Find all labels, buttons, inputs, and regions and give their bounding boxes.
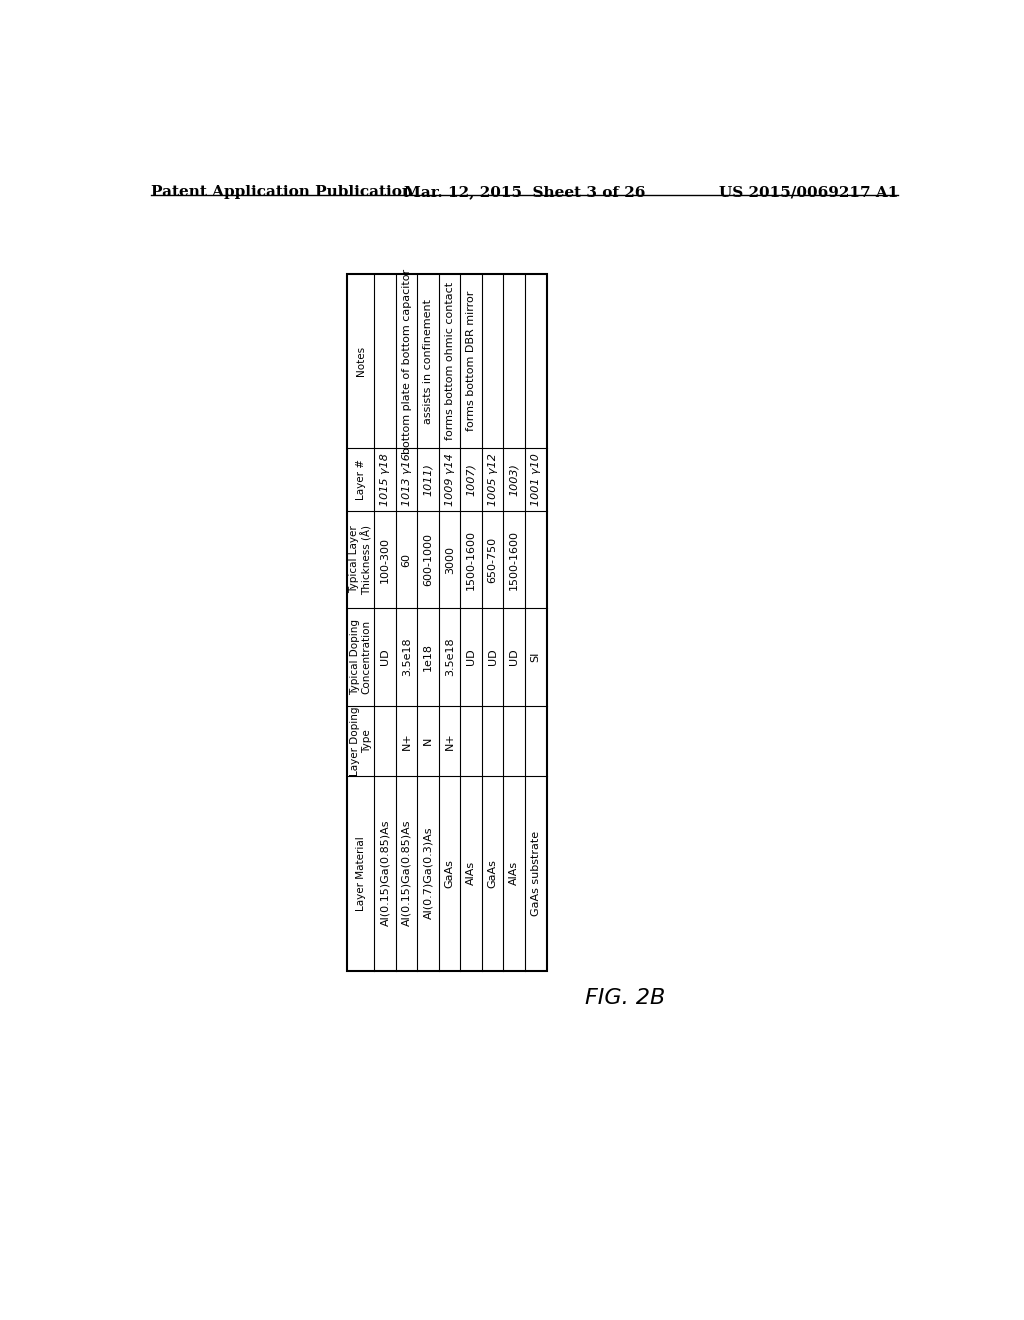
Text: 1001 γ10: 1001 γ10 [530, 453, 541, 506]
Bar [347, 275, 547, 970]
Text: SI: SI [530, 652, 541, 663]
Text: 1011): 1011) [423, 463, 433, 496]
Text: Layer #: Layer # [356, 459, 366, 500]
Text: UD: UD [380, 649, 390, 665]
Text: 1013 γ16: 1013 γ16 [401, 453, 412, 506]
Text: AlAs: AlAs [466, 861, 476, 886]
Text: Mar. 12, 2015  Sheet 3 of 26: Mar. 12, 2015 Sheet 3 of 26 [404, 185, 645, 199]
Text: Notes: Notes [356, 346, 366, 376]
Text: UD: UD [466, 649, 476, 665]
Text: 1003): 1003) [509, 463, 519, 496]
Text: forms bottom DBR mirror: forms bottom DBR mirror [466, 290, 476, 432]
Text: 1007): 1007) [466, 463, 476, 496]
Text: 3.5e18: 3.5e18 [401, 638, 412, 676]
Text: N+: N+ [444, 731, 455, 750]
Text: 1009 γ14: 1009 γ14 [444, 453, 455, 506]
Text: 650-750: 650-750 [487, 536, 498, 582]
Text: 3000: 3000 [444, 545, 455, 574]
Text: GaAs: GaAs [444, 859, 455, 887]
Text: US 2015/0069217 A1: US 2015/0069217 A1 [719, 185, 898, 199]
Text: Layer Doping
Type: Layer Doping Type [350, 706, 372, 776]
Text: 1015 γ18: 1015 γ18 [380, 453, 390, 506]
Text: Layer Material: Layer Material [356, 836, 366, 911]
Text: GaAs: GaAs [487, 859, 498, 887]
Text: 3.5e18: 3.5e18 [444, 638, 455, 676]
Text: 1e18: 1e18 [423, 643, 433, 671]
Text: FIG. 2B: FIG. 2B [586, 987, 666, 1007]
Text: 600-1000: 600-1000 [423, 533, 433, 586]
Text: UD: UD [487, 649, 498, 665]
Text: forms bottom ohmic contact: forms bottom ohmic contact [444, 282, 455, 440]
Text: 1005 γ12: 1005 γ12 [487, 453, 498, 506]
Text: 100-300: 100-300 [380, 537, 390, 582]
Text: bottom plate of bottom capacitor: bottom plate of bottom capacitor [401, 268, 412, 454]
Text: AlAs: AlAs [509, 861, 519, 886]
Text: 60: 60 [401, 553, 412, 566]
Text: 1500-1600: 1500-1600 [509, 529, 519, 590]
Text: Typical Doping
Concentration: Typical Doping Concentration [350, 619, 372, 696]
Text: assists in confinement: assists in confinement [423, 298, 433, 424]
Text: UD: UD [509, 649, 519, 665]
Text: Typical Layer
Thickness (Å): Typical Layer Thickness (Å) [349, 524, 373, 594]
Text: Al(0.15)Ga(0.85)As: Al(0.15)Ga(0.85)As [380, 820, 390, 927]
Text: Al(0.15)Ga(0.85)As: Al(0.15)Ga(0.85)As [401, 820, 412, 927]
Text: N+: N+ [401, 731, 412, 750]
Text: GaAs substrate: GaAs substrate [530, 830, 541, 916]
Text: Patent Application Publication: Patent Application Publication [152, 185, 414, 199]
Text: 1500-1600: 1500-1600 [466, 529, 476, 590]
Text: Al(0.7)Ga(0.3)As: Al(0.7)Ga(0.3)As [423, 826, 433, 920]
Text: N: N [423, 737, 433, 744]
